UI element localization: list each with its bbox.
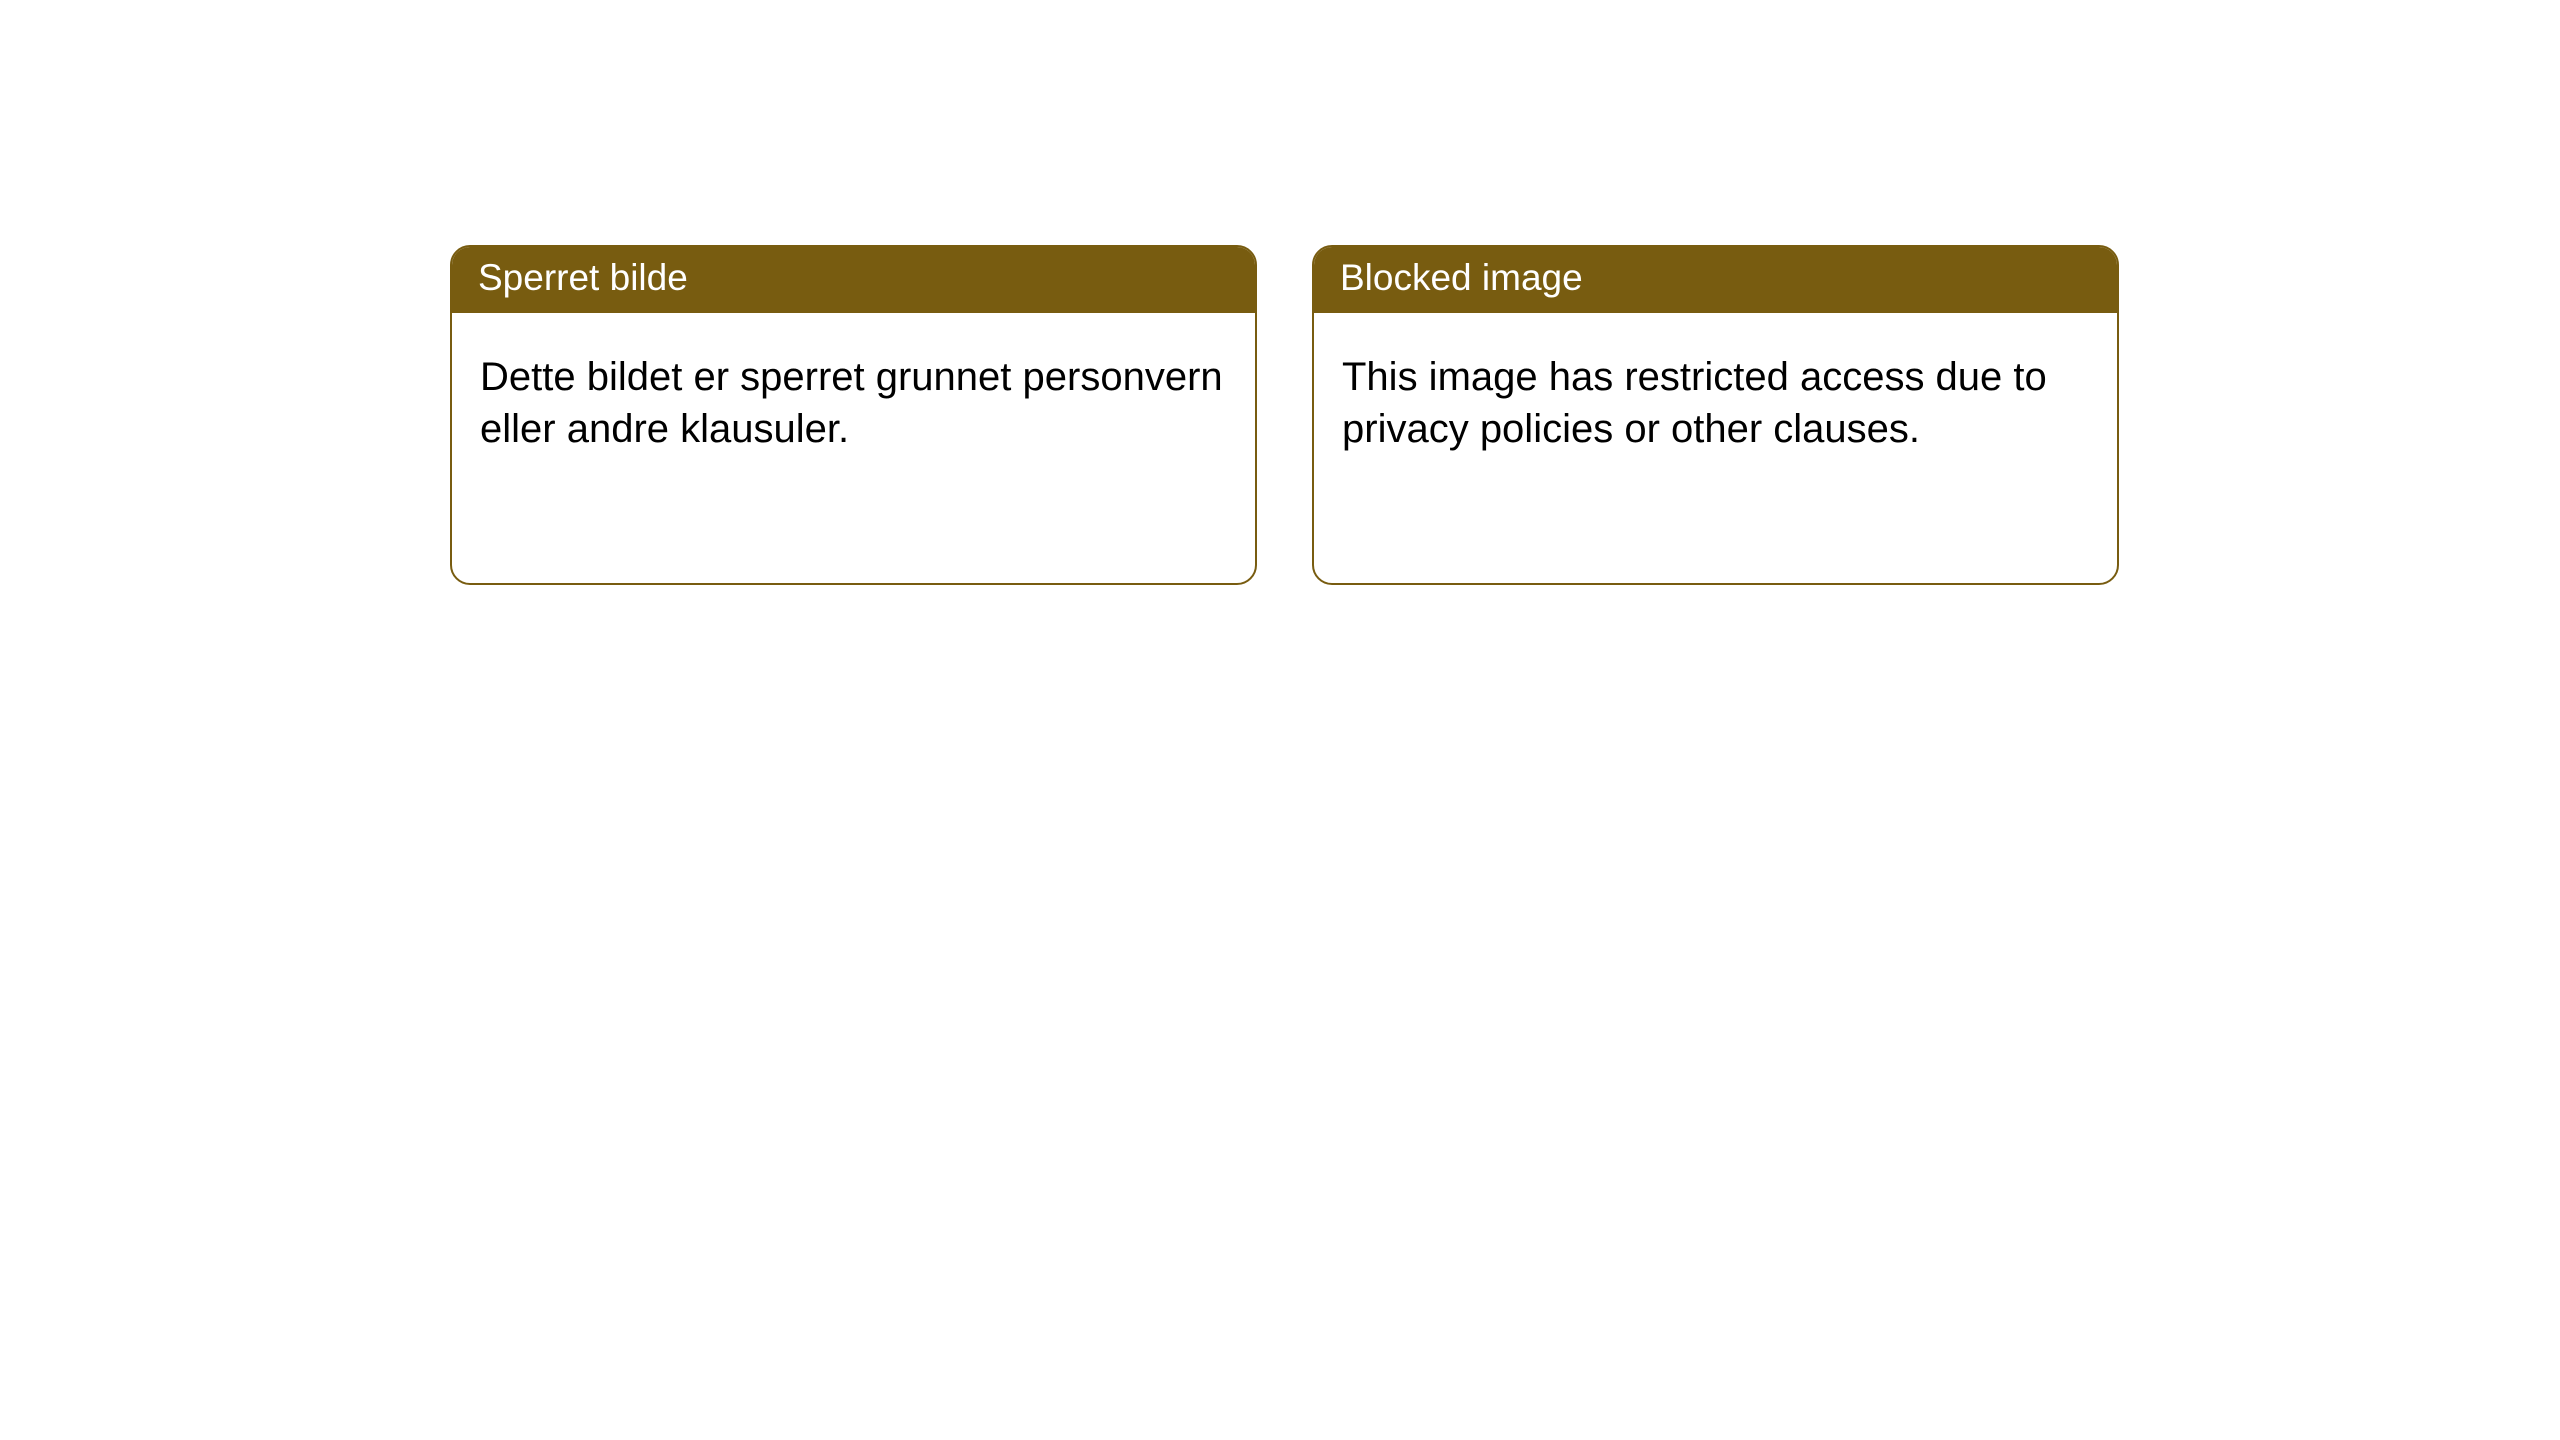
card-body-norwegian: Dette bildet er sperret grunnet personve…	[452, 313, 1255, 493]
card-title-english: Blocked image	[1314, 247, 2117, 313]
card-body-english: This image has restricted access due to …	[1314, 313, 2117, 493]
blocked-image-card-english: Blocked image This image has restricted …	[1312, 245, 2119, 585]
notice-container: Sperret bilde Dette bildet er sperret gr…	[0, 0, 2560, 585]
card-title-norwegian: Sperret bilde	[452, 247, 1255, 313]
blocked-image-card-norwegian: Sperret bilde Dette bildet er sperret gr…	[450, 245, 1257, 585]
